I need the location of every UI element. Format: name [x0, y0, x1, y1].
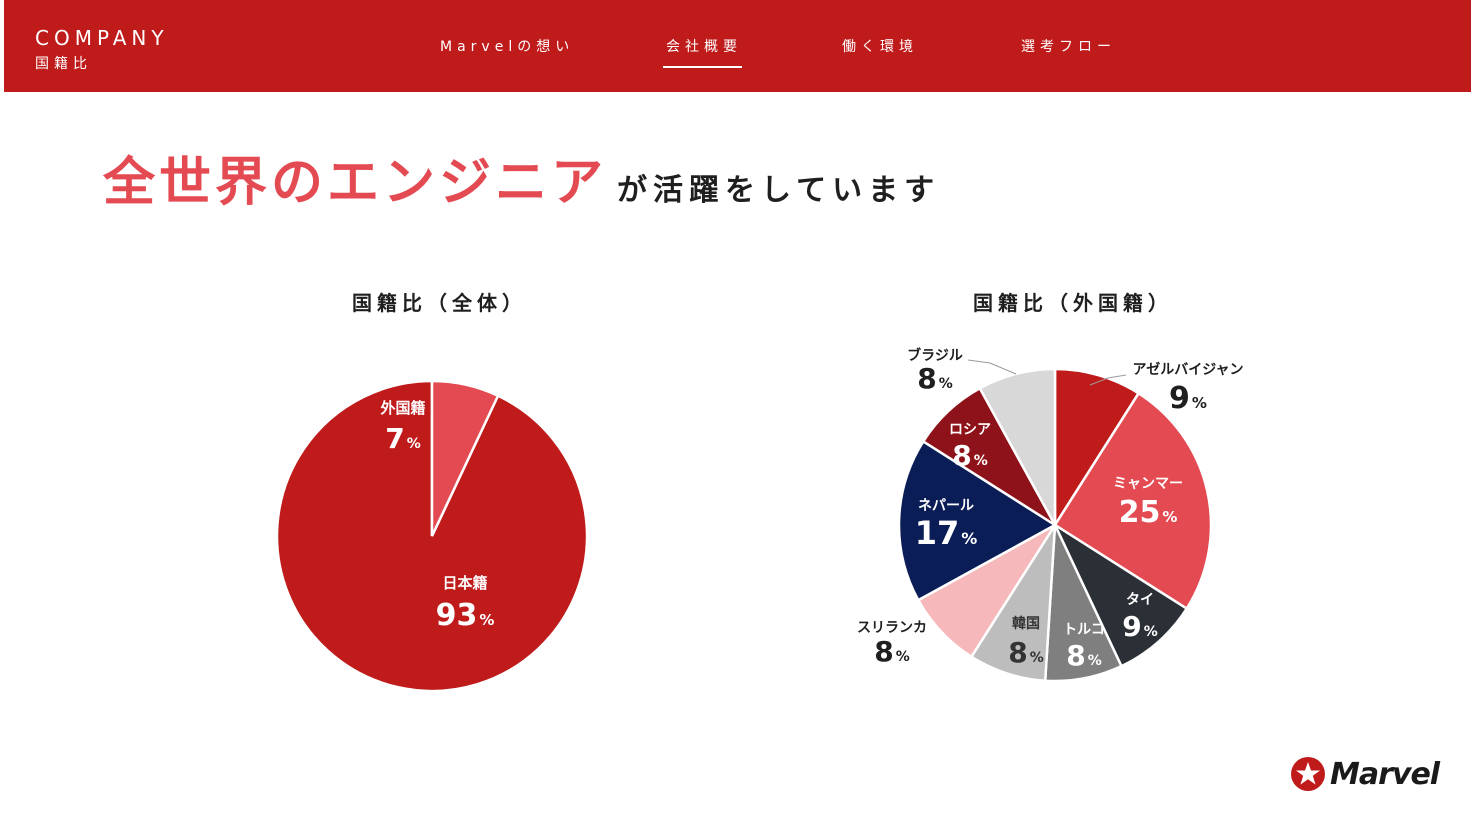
- pie1-value-5: 8%: [874, 635, 910, 668]
- pie1-label-3: トルコ: [1063, 622, 1105, 638]
- pie1-slice-8: [978, 367, 1057, 526]
- nav-item-company-overview[interactable]: 会社概要: [663, 36, 742, 68]
- pie1-slice-6: [897, 439, 1058, 602]
- pie0-value-0: 93%: [436, 598, 495, 633]
- pie1-value-2: 9%: [1122, 610, 1158, 643]
- pie1-value-6: 17%: [915, 514, 978, 552]
- pie1-leader-line-0: [1089, 374, 1127, 386]
- pie0-label-0: 日本籍: [442, 574, 487, 592]
- pie1-value-1: 25%: [1119, 495, 1178, 530]
- brand-title: COMPANY: [35, 26, 169, 50]
- marvel-logo: Marvel: [1290, 756, 1440, 792]
- pie1-value-0: 9%: [1169, 381, 1207, 416]
- chart-title-overall: 国籍比（全体）: [352, 291, 527, 315]
- pie1-label-6: ネパール: [918, 498, 974, 514]
- pie1-label-2: タイ: [1126, 592, 1154, 608]
- pie1-label-7: ロシア: [949, 422, 991, 438]
- nav-item-philosophy[interactable]: Marvelの想い: [440, 39, 575, 55]
- headline-rest: が活躍をしています: [617, 173, 941, 208]
- pie1-slice-2: [1052, 521, 1189, 668]
- pie1-slice-0: [1053, 367, 1141, 530]
- pie1-slice-1: [1053, 391, 1213, 611]
- nav-item-work-environment[interactable]: 働く環境: [842, 39, 918, 55]
- pie1-label-4: 韓国: [1012, 615, 1040, 632]
- headline-highlight: 全世界のエンジニア: [103, 153, 608, 213]
- pie1-value-8: 8%: [917, 362, 953, 395]
- chart-title-foreign: 国籍比（外国籍）: [973, 291, 1173, 315]
- pie1-label-1: ミャンマー: [1113, 476, 1183, 492]
- pie1-value-4: 8%: [1008, 636, 1044, 669]
- page-headline: 全世界のエンジニア が活躍をしています: [103, 140, 940, 215]
- pie1-leader-line-8: [967, 359, 1017, 375]
- brand-subtitle: 国籍比: [35, 56, 92, 72]
- pie-chart-0: 日本籍 93 % 外国籍 7%: [275, 379, 589, 693]
- pie1-label-0: アゼルバイジャン: [1132, 361, 1243, 378]
- pie0-slice-1: [430, 379, 500, 537]
- pie1-label-8: ブラジル: [907, 347, 963, 364]
- pie1-label-5: スリランカ: [857, 620, 927, 636]
- pie1-value-7: 8%: [952, 439, 988, 472]
- pie0-value-1: 7%: [385, 422, 421, 455]
- brand-block: COMPANY 国籍比: [35, 26, 169, 73]
- top-header: COMPANY 国籍比 Marvelの想い 会社概要 働く環境 選考フロー: [4, 0, 1471, 92]
- pie1-value-3: 8%: [1066, 639, 1102, 672]
- pie0-label-1: 外国籍: [379, 399, 425, 417]
- star-logo-icon: [1291, 757, 1325, 791]
- logo-wordmark: Marvel: [1330, 756, 1440, 792]
- nav-item-selection-flow[interactable]: 選考フロー: [1021, 39, 1116, 55]
